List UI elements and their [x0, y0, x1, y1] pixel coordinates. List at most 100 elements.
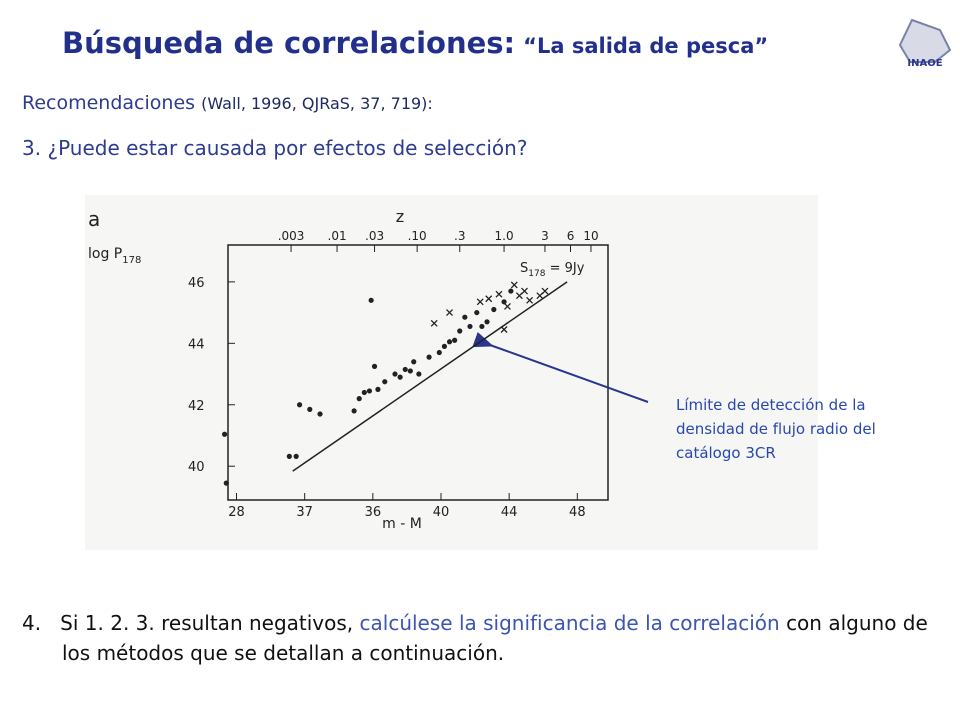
limit-label-rest: = 9Jy: [545, 261, 584, 276]
callout-line: densidad de flujo radio del: [676, 420, 876, 438]
dot-point: [484, 319, 490, 325]
recommendations: Recomendaciones (Wall, 1996, QJRaS, 37, …: [22, 92, 433, 114]
dot-point: [441, 343, 448, 349]
dot-point: [375, 386, 381, 392]
cross-point: [495, 290, 503, 298]
dot-point: [296, 402, 303, 408]
title-sub: “La salida de pesca”: [523, 34, 769, 58]
dot-point: [221, 431, 228, 437]
dot-point: [317, 411, 323, 417]
dot-point: [411, 359, 417, 365]
dot-point: [368, 297, 374, 303]
title-main: Búsqueda de correlaciones:: [62, 26, 516, 60]
dot-point: [392, 371, 398, 377]
cross-point: [541, 287, 549, 295]
cross-point: [500, 326, 508, 333]
y-tick-label: 46: [188, 276, 205, 291]
panel-label: a: [88, 207, 100, 231]
dot-point: [501, 299, 507, 305]
dot-point: [452, 337, 458, 343]
citation: (Wall, 1996, QJRaS, 37, 719):: [201, 94, 433, 113]
y-tick-label: 44: [188, 337, 205, 352]
item-number: 4.: [22, 611, 42, 635]
dot-point: [474, 309, 480, 316]
x2-tick-label: .003: [278, 229, 305, 243]
callout-arrow: [472, 332, 649, 403]
x2-tick-label: 1.0: [495, 229, 514, 243]
x2-tick-label: 10: [583, 229, 598, 243]
x2-tick-label: .01: [328, 229, 347, 243]
cross-point: [504, 302, 511, 310]
cross-point: [510, 281, 518, 289]
scan-background: [85, 195, 818, 550]
y-tick-label: 40: [188, 460, 205, 475]
item-4: 4. Si 1. 2. 3. resultan negativos, calcú…: [22, 608, 960, 668]
dot-point: [402, 366, 408, 373]
dot-point: [436, 349, 442, 356]
dot-point: [508, 288, 514, 294]
callout-line: Límite de detección de la: [676, 396, 866, 414]
x2-axis-label: z: [396, 207, 404, 226]
cross-point: [521, 287, 528, 295]
x2-tick-label: .03: [365, 229, 384, 243]
x-tick-label: 48: [569, 505, 586, 520]
item-highlight: calcúlese la significancia de la correla…: [359, 611, 780, 635]
limit-line: [292, 281, 568, 472]
x-axis-label: m - M: [382, 516, 422, 532]
dot-point: [361, 389, 367, 396]
x-tick-label: 37: [296, 505, 313, 520]
logo-text: INAOE: [907, 58, 942, 69]
x-tick-label: 40: [433, 505, 450, 520]
dot-point: [467, 323, 473, 330]
x-tick-label: 44: [501, 505, 518, 520]
x-tick-label: 28: [228, 505, 245, 520]
limit-label-base: S: [520, 261, 528, 276]
dot-point: [293, 453, 299, 459]
callout-line: catálogo 3CR: [676, 444, 776, 462]
cross-point: [430, 319, 438, 327]
cross-point: [526, 296, 534, 304]
dot-point: [223, 480, 229, 486]
cross-point: [446, 309, 453, 317]
x2-tick-label: .3: [454, 229, 465, 243]
dot-point: [407, 368, 413, 374]
x-tick-label: 36: [365, 505, 382, 520]
x2-tick-label: 3: [541, 229, 549, 243]
dot-point: [382, 379, 388, 385]
cross-point: [485, 295, 493, 303]
item-text: con alguno de los métodos que se detalla…: [62, 611, 928, 665]
cross-point: [476, 298, 484, 306]
dot-point: [371, 363, 378, 369]
title: Búsqueda de correlaciones: “La salida de …: [62, 26, 768, 60]
limit-label: S178 = 9Jy: [520, 261, 585, 279]
plot-frame: [227, 244, 609, 501]
y-tick-label: 42: [188, 399, 205, 414]
dot-point: [356, 396, 362, 402]
logo: INAOE: [898, 18, 952, 69]
y-axis-label-base: log P: [88, 246, 122, 262]
x2-tick-label: .10: [408, 229, 427, 243]
dot-point: [491, 306, 497, 313]
limit-label-sub: 178: [528, 269, 545, 279]
dot-point: [416, 371, 422, 377]
item-number: 3.: [22, 136, 42, 160]
dot-point: [479, 323, 485, 330]
item-3: 3. ¿Puede estar causada por efectos de s…: [22, 136, 527, 160]
rec-text: Recomendaciones: [22, 92, 196, 114]
dot-point: [286, 453, 292, 459]
dot-point: [426, 354, 432, 360]
y-axis-label-sub: 178: [122, 255, 141, 266]
dot-point: [446, 339, 453, 345]
item-text: Si 1. 2. 3. resultan negativos,: [60, 611, 354, 635]
y-axis-label: log P178: [88, 246, 141, 266]
dot-point: [462, 314, 468, 320]
dot-point: [307, 406, 313, 412]
item-text: ¿Puede estar causada por efectos de sele…: [47, 136, 528, 160]
dot-point: [351, 408, 357, 414]
dot-point: [397, 374, 403, 380]
dot-point: [457, 328, 463, 334]
dot-point: [366, 388, 373, 394]
x2-tick-label: 6: [567, 229, 575, 243]
